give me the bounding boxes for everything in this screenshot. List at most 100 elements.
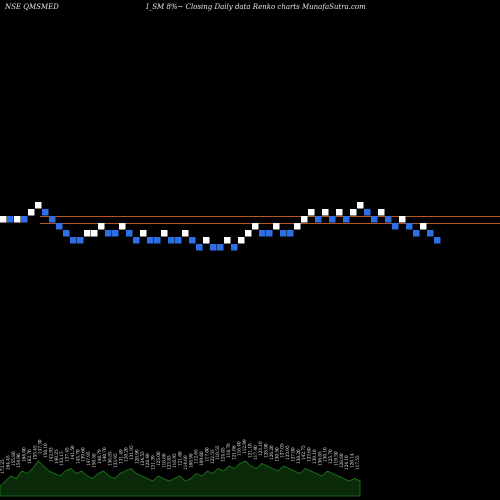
reference-lines <box>40 216 500 224</box>
down-brick <box>413 230 420 237</box>
value-label: 124.55 <box>140 451 145 466</box>
up-brick <box>161 230 168 237</box>
up-brick <box>378 209 385 216</box>
down-brick <box>329 216 336 223</box>
up-brick <box>84 230 91 237</box>
up-brick <box>119 223 126 230</box>
down-brick <box>154 237 161 244</box>
up-brick <box>273 223 280 230</box>
up-brick <box>203 237 210 244</box>
down-brick <box>196 244 203 251</box>
value-label: 114.60 <box>183 455 188 470</box>
up-brick <box>308 209 315 216</box>
up-brick <box>420 223 427 230</box>
up-brick <box>399 216 406 223</box>
value-label: 138.20 <box>296 449 301 464</box>
down-brick <box>42 209 49 216</box>
value-label: 147.30 <box>38 439 43 454</box>
down-brick <box>175 237 182 244</box>
value-label: 116.40 <box>237 441 242 456</box>
up-brick <box>350 209 357 216</box>
value-label: 133.60 <box>307 447 312 462</box>
value-label: 128.60 <box>339 453 344 468</box>
value-label: 118.60 <box>161 453 166 468</box>
value-label: 147.95 <box>86 451 91 466</box>
down-brick <box>371 216 378 223</box>
down-brick <box>315 216 322 223</box>
down-brick <box>7 216 14 223</box>
down-brick <box>434 237 441 244</box>
down-brick <box>392 223 399 230</box>
renko-bricks <box>0 202 441 251</box>
symbol-label: NSE QMSMED <box>5 3 59 11</box>
down-brick <box>49 216 56 223</box>
value-label: 155.80 <box>11 451 16 466</box>
value-label: 139.10 <box>312 449 317 464</box>
value-label: 125.00 <box>156 451 161 466</box>
down-brick <box>168 237 175 244</box>
value-label: 119.50 <box>334 451 339 466</box>
down-brick <box>427 230 434 237</box>
down-brick <box>112 230 119 237</box>
value-label: 128.90 <box>264 443 269 458</box>
down-brick <box>56 223 63 230</box>
down-brick <box>287 230 294 237</box>
value-label: 109.60 <box>199 451 204 466</box>
up-brick <box>301 216 308 223</box>
value-label: 142.75 <box>301 445 306 460</box>
value-label: 150.10 <box>43 443 48 458</box>
down-brick <box>259 230 266 237</box>
value-label: 116.95 <box>172 453 177 468</box>
value-label: 112.99 <box>242 439 247 454</box>
up-brick <box>294 223 301 230</box>
volume-series <box>0 460 361 497</box>
value-label: 164.45 <box>5 455 10 470</box>
volume-area <box>0 460 361 497</box>
value-label: 128.90 <box>135 449 140 464</box>
up-brick <box>182 230 189 237</box>
up-brick <box>140 230 147 237</box>
value-label: 123.10 <box>258 441 263 456</box>
value-label: 118.70 <box>226 443 231 458</box>
down-brick <box>280 230 287 237</box>
up-brick <box>14 216 21 223</box>
down-brick <box>70 237 77 244</box>
up-brick <box>357 202 364 209</box>
value-label: 133.15 <box>59 451 64 466</box>
value-label: 124.10 <box>344 455 349 470</box>
value-label: 128.40 <box>145 453 150 468</box>
up-brick <box>98 223 105 230</box>
value-label: 120.14 <box>350 453 355 468</box>
value-label: 124.05 <box>221 447 226 462</box>
value-label: 136.65 <box>317 451 322 466</box>
up-brick <box>336 209 343 216</box>
down-brick <box>385 216 392 223</box>
value-label: 145.70 <box>75 449 80 464</box>
up-brick <box>0 216 7 223</box>
value-label: 123.85 <box>167 455 172 470</box>
value-label: 131.95 <box>129 445 134 460</box>
down-brick <box>343 216 350 223</box>
value-label: 173.25 <box>0 459 5 474</box>
volume-labels: 173.25 164.45 155.80 154.96 168.00 162.70 155.… <box>0 439 360 474</box>
value-label: 122.55 <box>210 449 215 464</box>
value-label: 133.95 <box>113 453 118 468</box>
up-brick <box>35 202 42 209</box>
value-label: 150.58 <box>91 453 96 468</box>
chart-title: I_SM 8%~ Closing Daily data Renko charts… <box>146 3 366 11</box>
value-label: 121.10 <box>247 443 252 458</box>
value-label: 130.50 <box>274 447 279 462</box>
down-brick <box>217 244 224 251</box>
up-brick <box>252 223 259 230</box>
value-label: 121.06 <box>231 445 236 460</box>
value-label: 137.45 <box>65 447 70 462</box>
up-brick <box>224 237 231 244</box>
value-label: 110.55 <box>215 445 220 460</box>
up-brick <box>91 230 98 237</box>
value-label: 121.60 <box>178 451 183 466</box>
down-brick <box>210 244 217 251</box>
value-label: 130.10 <box>323 447 328 462</box>
value-label: 162.70 <box>27 449 32 464</box>
value-label: 131.49 <box>118 449 123 464</box>
